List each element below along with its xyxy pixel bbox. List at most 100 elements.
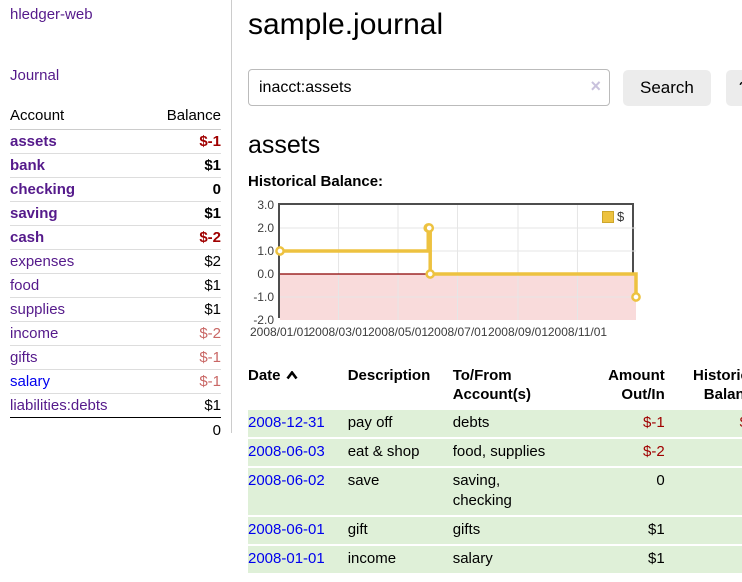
balance-cell: $1 [664,544,742,573]
clear-icon[interactable]: × [590,76,601,96]
x-axis-label: 2008/05/01 [367,325,429,339]
search-box: × [248,69,610,106]
y-axis-label: 3.0 [257,198,274,212]
amount-column-header: Amount Out/In [608,367,665,403]
account-balance: $1 [145,153,221,178]
account-balance: $1 [145,393,221,418]
balance-cell: 0 [664,437,742,467]
accounts-cell: gifts [452,515,567,545]
accounts-cell: debts [452,408,567,438]
accounts-cell: food, supplies [452,437,567,467]
accounts-cell: saving, checking [452,466,567,516]
search-button[interactable]: Search [623,69,711,106]
amount-cell: 0 [566,466,665,516]
account-link[interactable]: checking [10,181,76,198]
description-cell: eat & shop [347,437,453,467]
account-row: saving $1 [10,201,221,226]
amount-cell: $-2 [566,437,665,467]
main-content: sample.journal × Search ? assets Histori… [232,0,742,573]
x-axis-label: 2008/01/01 [249,325,311,339]
y-axis-label: 2.0 [257,221,274,235]
account-link[interactable]: supplies [10,301,66,318]
account-balance: $-2 [145,321,221,346]
balance-column-header: Balance [145,105,221,130]
account-row: food $1 [10,273,221,298]
account-row: bank $1 [10,153,221,178]
account-column-header: Account [10,105,146,130]
account-heading: assets [248,131,321,159]
account-balance: $-1 [145,369,221,394]
account-link[interactable]: income [10,325,59,342]
account-balance-table: Account Balance assets $-1 bank $1 checking 0… [10,105,221,443]
account-balance: $-1 [145,345,221,370]
y-axis-label: -1.0 [253,290,274,304]
search-form: × Search ? [248,69,742,106]
help-button[interactable]: ? [725,69,742,106]
journal-link[interactable]: Journal [10,67,60,84]
transaction-date-link[interactable]: 2008-06-02 [248,472,325,489]
x-axis-label: 2008/09/01 [487,325,548,339]
account-link[interactable]: gifts [10,349,38,366]
tofrom-column-header: To/From Account(s) [452,367,532,403]
amount-cell: $1 [566,544,665,573]
legend-swatch-icon [602,210,614,223]
account-total-row: 0 [10,417,221,443]
account-link[interactable]: salary [10,373,51,390]
amount-cell: $1 [566,515,665,545]
account-row: expenses $2 [10,249,221,274]
account-balance: $-1 [199,133,221,150]
balance-cell: $-1 [664,408,742,438]
account-row: cash $-2 [10,225,221,250]
chart-legend: $ [601,209,626,224]
account-balance: 0 [145,177,221,202]
x-axis-label: 2008/03/01 [308,325,369,339]
account-link[interactable]: assets [10,133,57,150]
account-link[interactable]: bank [10,157,46,174]
account-link[interactable]: cash [10,229,45,246]
account-link[interactable]: food [10,277,40,294]
account-balance: $1 [145,201,221,226]
description-cell: pay off [347,408,453,438]
description-cell: gift [347,515,453,545]
register-table: Date Description To/From Account(s) Amou… [248,364,742,573]
account-link[interactable]: saving [10,205,58,222]
date-column-header[interactable]: Date [248,364,348,409]
account-row: supplies $1 [10,297,221,322]
amount-cell: $-1 [566,408,665,438]
page-title: sample.journal [248,8,444,41]
x-axis-label: 2008/11/01 [547,325,608,339]
total-balance: 0 [145,417,221,443]
search-input[interactable] [248,69,610,106]
balance-cell: $2 [664,466,742,516]
account-balance: $2 [145,249,221,274]
transaction-date-link[interactable]: 2008-12-31 [248,414,325,431]
y-axis-label: 1.0 [257,244,274,258]
y-axis-label: -2.0 [253,313,274,327]
account-balance: $1 [145,273,221,298]
account-link[interactable]: liabilities:debts [10,397,108,414]
account-balance: $-2 [145,225,221,250]
transaction-date-link[interactable]: 2008-06-03 [248,443,325,460]
balance-cell: $2 [664,515,742,545]
account-row: salary $-1 [10,369,221,394]
description-cell: income [347,544,453,573]
description-cell: save [347,466,453,516]
account-row: liabilities:debts $1 [10,393,221,418]
account-link[interactable]: expenses [10,253,75,270]
accounts-cell: salary [452,544,567,573]
account-row: assets $-1 [10,130,221,154]
x-axis-label: 2008/07/01 [427,325,488,339]
y-axis-label: 0.0 [257,267,274,281]
account-row: checking 0 [10,177,221,202]
transaction-date-link[interactable]: 2008-06-01 [248,521,325,538]
sidebar: hledger-web Journal Account Balance asse… [0,0,232,443]
legend-series-label: $ [617,209,625,224]
transaction-date-link[interactable]: 2008-01-01 [248,550,325,567]
brand-link[interactable]: hledger-web [10,6,93,23]
historical-balance-chart: $ 3.0 2.0 1.0 0.0 -1.0 -2.0 2008/01/01 2008/03/… [248,198,742,343]
